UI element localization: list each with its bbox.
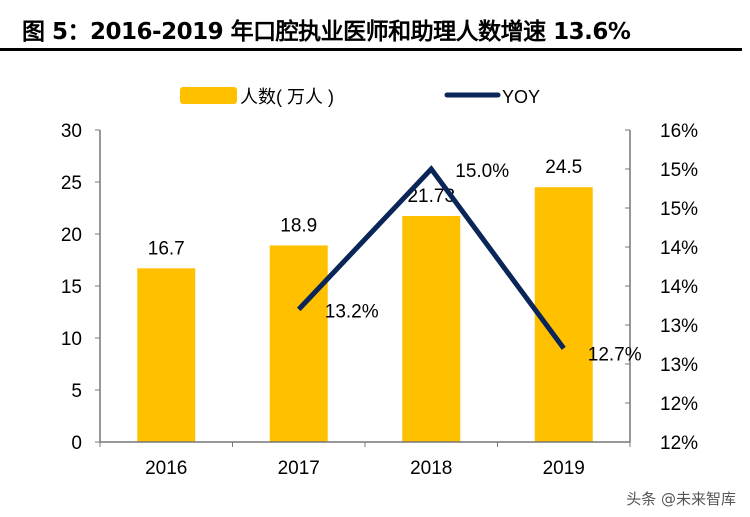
left-tick-label: 15 xyxy=(61,277,82,298)
bar-label-2016: 16.7 xyxy=(148,238,185,259)
x-tick-label: 2019 xyxy=(543,458,585,479)
left-tick-label: 25 xyxy=(61,173,82,194)
bar-2019 xyxy=(534,187,593,442)
right-tick-label: 14% xyxy=(660,277,698,298)
left-tick-label: 30 xyxy=(61,121,82,142)
legend-swatch-bar xyxy=(180,87,237,104)
legend-label-line: YOY xyxy=(502,87,540,107)
right-tick-label: 15% xyxy=(660,199,698,220)
left-tick-label: 5 xyxy=(71,381,82,402)
right-tick-label: 12% xyxy=(660,394,698,415)
right-tick-label: 12% xyxy=(660,433,698,454)
left-tick-label: 10 xyxy=(61,329,82,350)
right-tick-label: 16% xyxy=(660,121,698,142)
bar-label-2017: 18.9 xyxy=(280,215,317,236)
watermark: 头条 @未来智库 xyxy=(626,490,736,508)
left-tick-label: 0 xyxy=(71,433,82,454)
right-tick-label: 15% xyxy=(660,160,698,181)
left-tick-label: 20 xyxy=(61,225,82,246)
title-divider xyxy=(0,48,742,51)
right-tick-label: 14% xyxy=(660,238,698,259)
bar-2016 xyxy=(137,268,196,442)
bar-label-2019: 24.5 xyxy=(545,157,582,178)
yoy-label-2017: 13.2% xyxy=(325,301,379,322)
right-tick-label: 13% xyxy=(660,355,698,376)
x-tick-label: 2018 xyxy=(410,458,452,479)
yoy-line xyxy=(296,165,566,350)
bar-2018 xyxy=(402,216,461,442)
yoy-label-2018: 15.0% xyxy=(455,161,509,182)
bar-label-2018: 21.73 xyxy=(407,186,455,207)
yoy-label-2019: 12.7% xyxy=(588,344,642,365)
right-tick-label: 13% xyxy=(660,316,698,337)
x-tick-label: 2017 xyxy=(278,458,320,479)
bar-2017 xyxy=(269,245,328,442)
legend-label-bar: 人数( 万人 ) xyxy=(240,87,334,107)
x-tick-label: 2016 xyxy=(145,458,187,479)
figure-title: 图 5：2016-2019 年口腔执业医师和助理人数增速 13.6% xyxy=(22,19,631,45)
